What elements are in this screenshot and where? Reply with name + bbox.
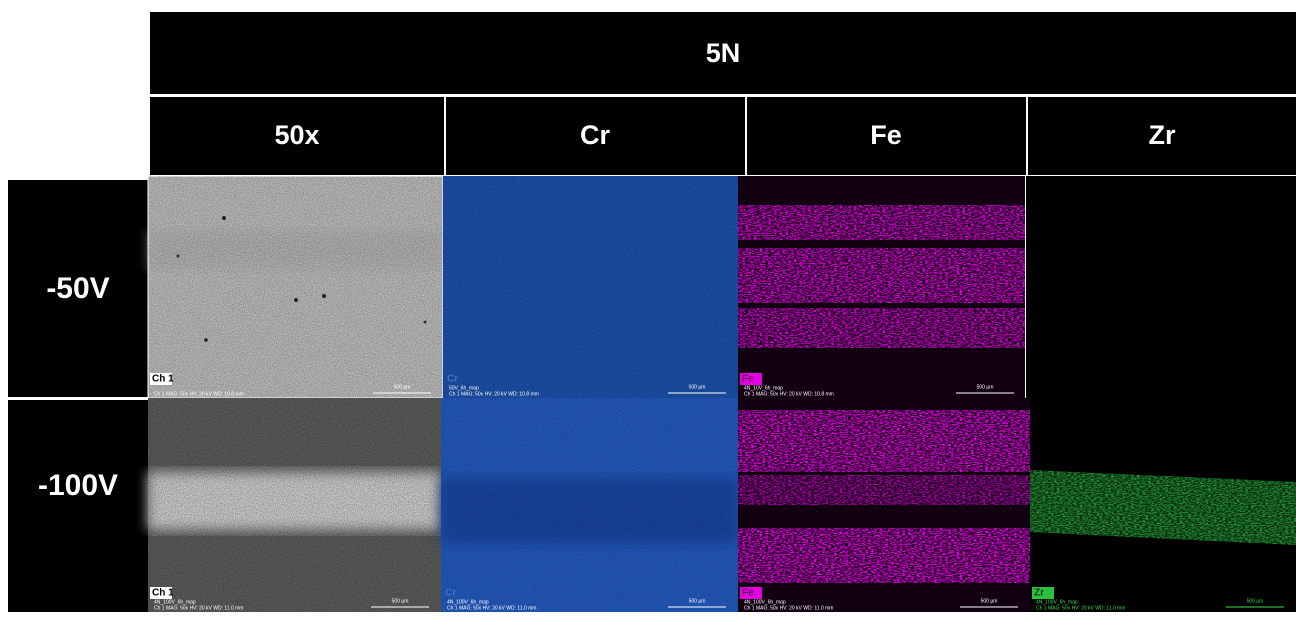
zr-map: [1030, 398, 1296, 612]
cr-map: [441, 398, 738, 612]
panel-tag: Zr: [1034, 588, 1044, 599]
fe-map: [738, 176, 1026, 398]
panel-tag: Fe: [742, 588, 754, 599]
sem-image: [148, 176, 443, 398]
row-label: -100V: [38, 469, 118, 502]
image-info: Ch 1 MAG: 50x HV: 20 kV WD: 11.0 mm: [154, 605, 243, 611]
panel-tag: Ch 1: [152, 588, 174, 599]
sem-image: [148, 398, 441, 612]
image-info: Ch 1 MAG: 50x HV: 20 kV WD: 11.0 mm: [447, 605, 536, 611]
cr-map: [443, 176, 738, 398]
column-label: Zr: [1149, 120, 1176, 150]
fe-map: [738, 398, 1030, 612]
zr-map: [1026, 176, 1296, 398]
image-info: Ch 1 MAG: 50x HV: 20 kV WD: 10.8 mm: [154, 391, 244, 397]
column-label: Fe: [870, 120, 902, 150]
panel-tag: Fe: [742, 374, 754, 385]
image-info: Ch 1 MAG: 50x HV: 20 kV WD: 11.0 mm: [744, 605, 833, 611]
scale-label: 500 µm: [689, 384, 706, 390]
figure: 5N 50x Cr Fe Zr -50V -100V: [0, 0, 1296, 617]
panel-tag: Ch 1: [152, 374, 174, 385]
header-title: 5N: [706, 38, 741, 68]
scale-label: 500 µm: [977, 384, 994, 390]
scale-label: 500 µm: [392, 598, 409, 604]
column-label: 50x: [274, 120, 319, 150]
row-header: [8, 400, 148, 612]
row-label: -50V: [46, 272, 109, 305]
scale-label: 500 µm: [689, 598, 706, 604]
image-info: Ch 1 MAG: 50x HV: 20 kV WD: 11.0 mm: [1036, 605, 1125, 611]
panel-tag: Cr: [445, 588, 456, 599]
scale-label: 500 µm: [981, 598, 998, 604]
image-info: Ch 1 MAG: 50x HV: 20 kV WD: 10.8 mm: [744, 391, 834, 397]
scale-label: 500 µm: [1247, 598, 1264, 604]
scale-label: 500 µm: [394, 384, 411, 390]
panel-tag: Cr: [447, 374, 458, 385]
column-label: Cr: [580, 120, 610, 150]
image-info: Ch 1 MAG: 50x HV: 20 kV WD: 10.8 mm: [449, 391, 539, 397]
